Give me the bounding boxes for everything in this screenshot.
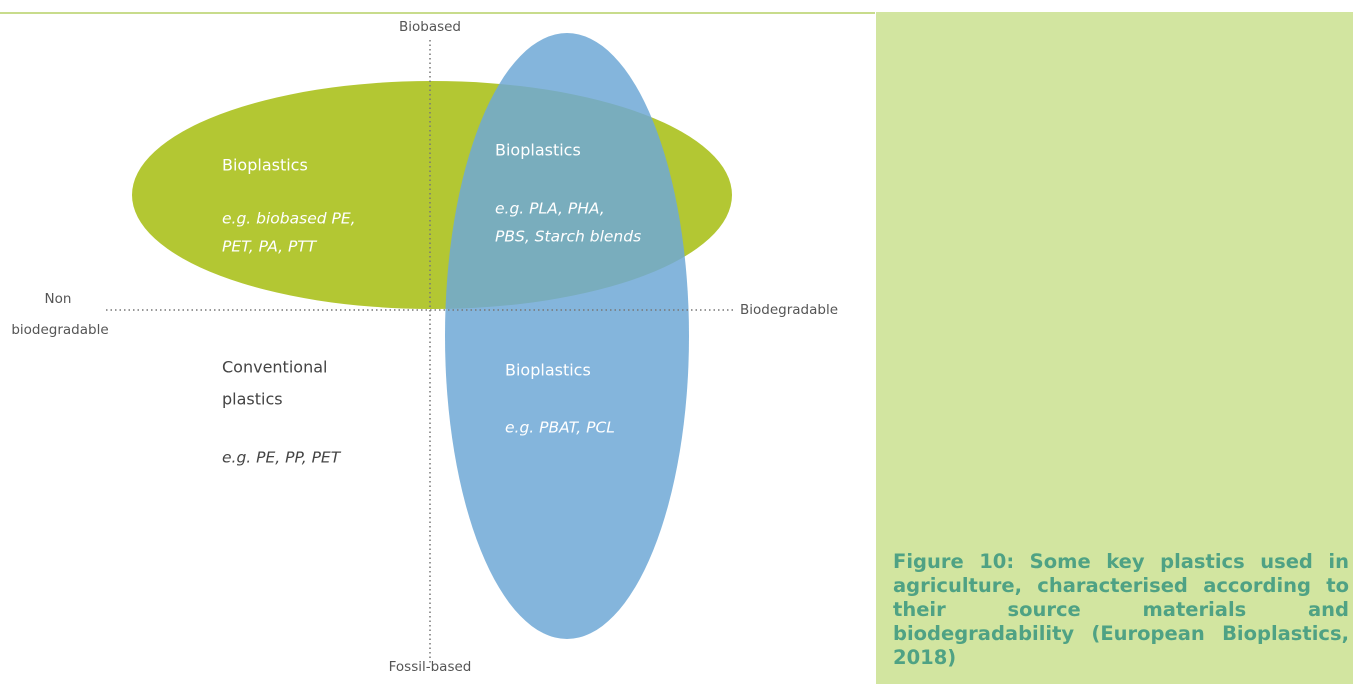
region-title: Bioplastics xyxy=(495,141,581,160)
region-title: Conventional xyxy=(222,358,327,377)
region-example: e.g. PLA, PHA, xyxy=(495,200,605,218)
region-example: e.g. PBAT, PCL xyxy=(505,419,615,437)
caption-panel: Figure 10: Some key plastics used in agr… xyxy=(876,12,1353,684)
axis-label: Biodegradable xyxy=(740,302,838,318)
top-rule xyxy=(0,12,875,14)
region-title: Bioplastics xyxy=(222,156,308,175)
axis-label: biodegradable xyxy=(11,322,108,338)
region-title: Bioplastics xyxy=(505,361,591,380)
region-example: PBS, Starch blends xyxy=(495,228,641,246)
region-example: PET, PA, PTT xyxy=(222,238,318,256)
region-example: e.g. biobased PE, xyxy=(222,210,356,228)
axis-label: Fossil-based xyxy=(389,659,472,675)
diagram: Biobased Fossil-based Non biodegradable … xyxy=(11,19,838,675)
axis-label: Non xyxy=(45,291,72,307)
figure-caption: Figure 10: Some key plastics used in agr… xyxy=(893,550,1349,669)
biodegradable-ellipse xyxy=(445,33,689,639)
region-title: plastics xyxy=(222,390,283,409)
axis-label: Biobased xyxy=(399,19,461,35)
region-example: e.g. PE, PP, PET xyxy=(222,449,342,467)
